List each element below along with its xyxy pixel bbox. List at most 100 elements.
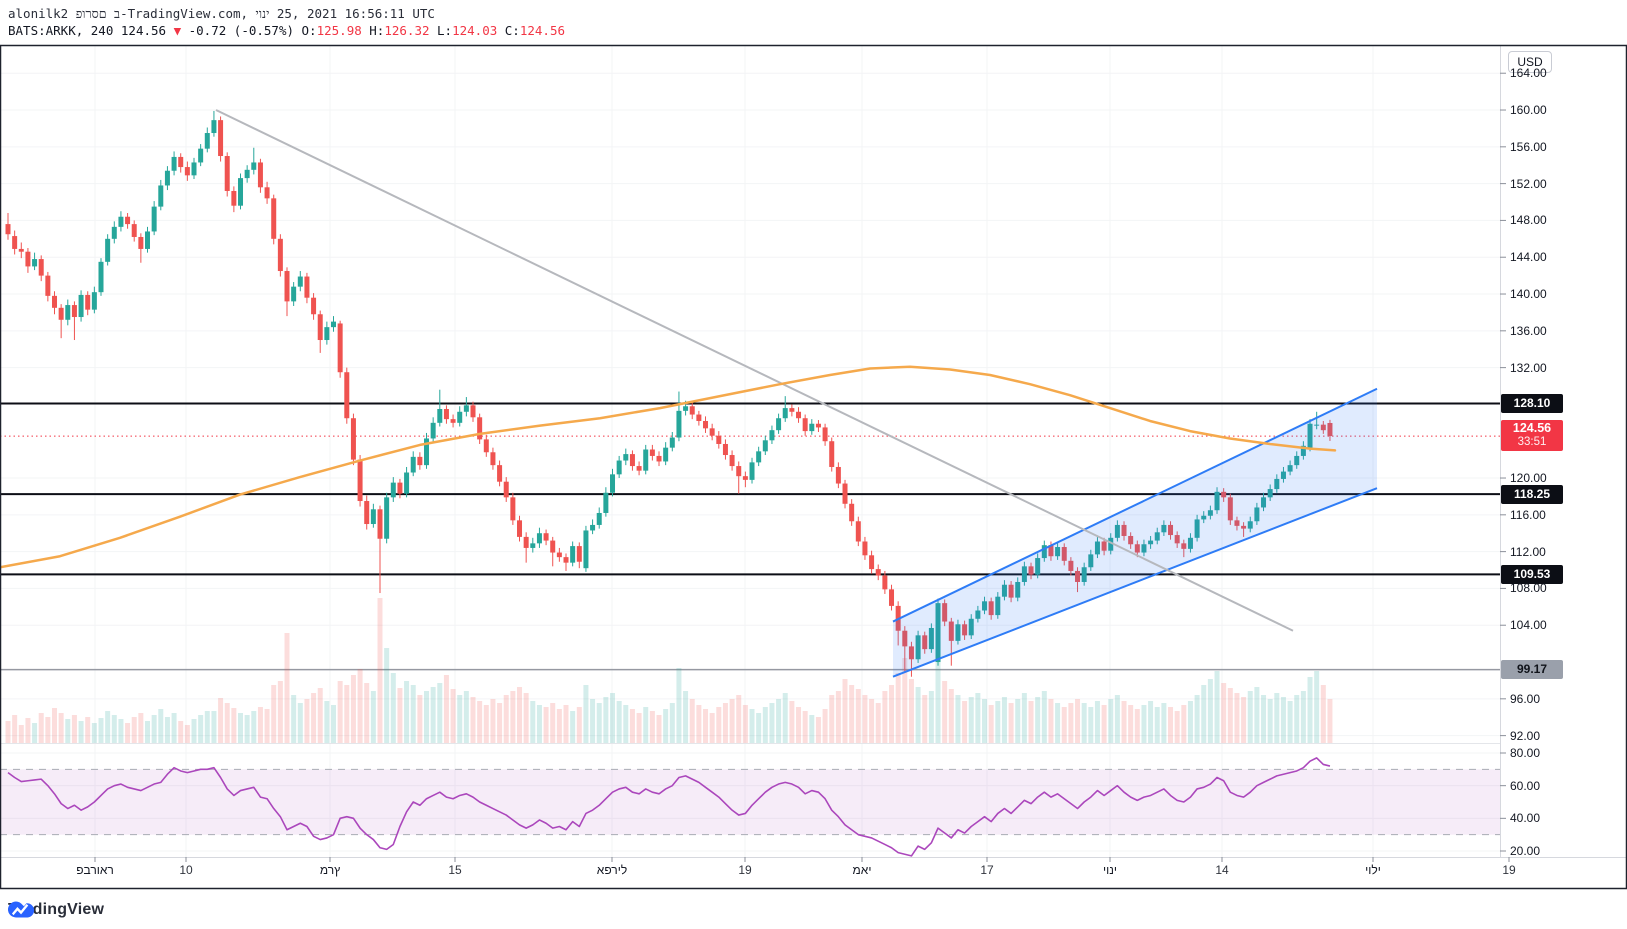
candle-body (1181, 543, 1187, 549)
volume-bar (869, 699, 875, 743)
candle-body (277, 238, 283, 272)
tradingview-logo-icon (8, 901, 34, 918)
volume-bar (410, 685, 416, 743)
candle-body (676, 410, 682, 438)
candle-body (809, 423, 815, 432)
candle-body (935, 603, 941, 663)
candle-body (1320, 424, 1326, 431)
candle-body (131, 224, 137, 237)
volume-bar (257, 707, 263, 743)
candle-body (404, 472, 410, 494)
volume-bar (1088, 707, 1094, 743)
volume-bar (649, 711, 655, 743)
volume-bar (463, 691, 469, 743)
volume-bar (1221, 683, 1227, 743)
volume-bar (988, 705, 994, 743)
volume-bar (304, 699, 310, 743)
volume-bar (1201, 685, 1207, 743)
volume-bar (1121, 701, 1127, 743)
volume-bar (915, 687, 921, 743)
price-change: -0.72 (-0.57%) (181, 23, 302, 38)
volume-bar (78, 721, 84, 743)
volume-bar (450, 689, 456, 743)
candle-body (1234, 520, 1240, 526)
candle-body (244, 169, 250, 179)
price-tick-label: 132.00 (1510, 360, 1547, 375)
candle-body (417, 456, 423, 466)
volume-bar (490, 699, 496, 743)
volume-bar (942, 681, 948, 743)
candle-body (171, 156, 177, 171)
volume-bar (636, 713, 642, 743)
volume-bar (1101, 705, 1107, 743)
volume-bar (928, 691, 934, 743)
volume-bar (517, 687, 523, 743)
volume-bar (842, 679, 848, 743)
candle-body (1048, 545, 1054, 557)
time-tick-label: 10 (179, 863, 193, 877)
volume-bar (1320, 685, 1326, 743)
volume-bar (536, 705, 542, 743)
price-tick-label: 140.00 (1510, 287, 1547, 302)
candle-body (324, 327, 330, 341)
volume-bar (689, 699, 695, 743)
volume-bar (908, 679, 914, 743)
candle-body (736, 466, 742, 477)
candle-body (470, 405, 476, 418)
candle-body (477, 417, 483, 440)
tradingview-logo[interactable]: TradingView (8, 901, 104, 919)
volume-bar (1015, 699, 1021, 743)
hline-price-label: 109.53 (1501, 564, 1563, 584)
volume-bar (32, 723, 38, 743)
volume-bar (437, 683, 443, 743)
last-price: 124.56 (120, 23, 167, 38)
currency-unit-button[interactable]: USD (1508, 51, 1552, 73)
volume-bar (284, 633, 290, 743)
volume-bar (317, 688, 323, 743)
volume-bar (583, 685, 589, 743)
volume-bar (377, 598, 383, 743)
price-tick-label: 104.00 (1510, 618, 1547, 633)
candle-body (616, 460, 622, 475)
volume-bar (1261, 695, 1267, 743)
candle-body (1055, 547, 1061, 557)
volume-bar (470, 697, 476, 743)
volume-bar (1154, 707, 1160, 743)
candle-body (689, 406, 695, 415)
candle-body (105, 238, 111, 262)
volume-bar (198, 715, 204, 743)
volume-bar (749, 709, 755, 743)
volume-bar (663, 709, 669, 743)
time-tick-label: 19 (738, 863, 752, 877)
volume-bar (955, 695, 961, 743)
volume-bar (530, 701, 536, 743)
candle-body (370, 509, 376, 525)
candle-body (1274, 478, 1280, 490)
volume-bar (138, 713, 144, 743)
volume-bar (111, 715, 117, 743)
candle-body (975, 610, 981, 619)
candle-body (204, 133, 210, 149)
candle-body (1287, 465, 1293, 472)
volume-bar (1028, 701, 1034, 743)
high-label: H: (369, 23, 385, 38)
symbol-status-line: BATS:ARKK, 240 124.56 ▼ -0.72 (-0.57%) O… (8, 23, 565, 38)
volume-bar (118, 719, 124, 743)
volume-bar (1174, 711, 1180, 743)
hline-price-label: 118.25 (1501, 484, 1563, 504)
candle-body (178, 156, 184, 168)
volume-bar (25, 718, 31, 743)
volume-bar (443, 675, 449, 743)
bar-countdown: 33:51 (1517, 435, 1547, 448)
candle-body (350, 418, 356, 460)
candle-body (669, 437, 675, 448)
volume-bar (556, 709, 562, 743)
volume-bar (1108, 699, 1114, 743)
volume-bar (357, 669, 363, 743)
volume-bar (1128, 705, 1134, 743)
candle-body (98, 261, 104, 293)
volume-bar (397, 688, 403, 743)
candle-body (1075, 570, 1081, 582)
candle-body (1261, 497, 1267, 508)
